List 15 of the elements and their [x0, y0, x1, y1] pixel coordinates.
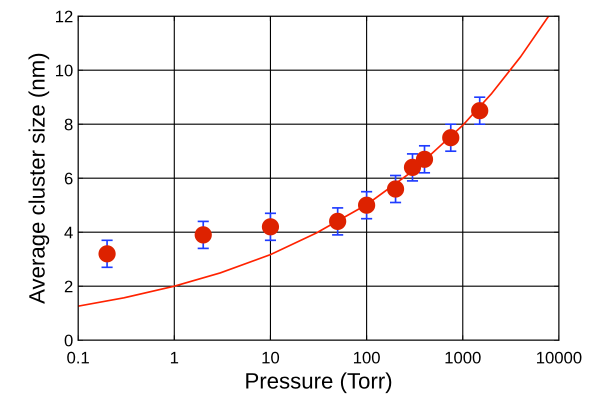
x-tick-label: 10: [262, 352, 280, 364]
y-tick-label: 0: [64, 334, 73, 346]
y-tick-label: 12: [56, 10, 72, 22]
x-tick-label: 1000: [446, 352, 481, 364]
y-tick-label: 2: [64, 280, 72, 292]
y-axis-title: Average cluster size (nm): [28, 54, 50, 304]
x-axis-title: Pressure (Torr): [246, 372, 392, 394]
y-tick-label: 6: [64, 172, 73, 184]
y-tick-label: 4: [64, 226, 73, 238]
x-tick-label: 1: [170, 352, 178, 364]
x-tick-label: 0.1: [67, 352, 89, 364]
y-tick-label: 10: [56, 64, 73, 76]
x-tick-label: 10000: [537, 352, 582, 364]
x-tick-label: 100: [354, 352, 380, 364]
y-tick-label: 8: [64, 118, 73, 130]
